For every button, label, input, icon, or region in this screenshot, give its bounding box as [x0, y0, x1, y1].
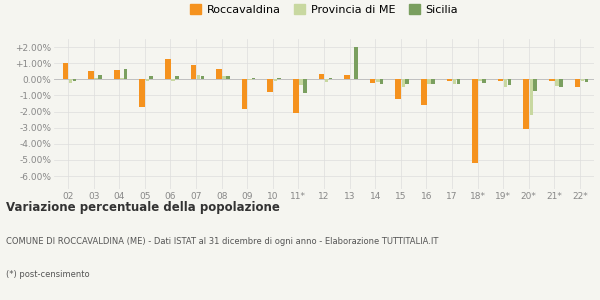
Bar — [559, 79, 563, 87]
Bar — [124, 69, 127, 79]
Bar — [575, 79, 580, 87]
Bar — [88, 71, 94, 79]
Bar — [268, 79, 273, 92]
Bar — [293, 79, 299, 113]
Bar — [73, 79, 76, 81]
Bar — [216, 69, 222, 79]
Bar — [457, 79, 460, 84]
Bar — [523, 79, 529, 129]
Bar — [530, 79, 533, 115]
Bar — [498, 79, 503, 81]
Text: (*) post-censimento: (*) post-censimento — [6, 270, 89, 279]
Bar — [555, 79, 559, 86]
Bar — [303, 79, 307, 93]
Bar — [197, 75, 200, 79]
Bar — [453, 79, 457, 84]
Bar — [139, 79, 145, 107]
Text: Variazione percentuale della popolazione: Variazione percentuale della popolazione — [6, 201, 280, 214]
Bar — [171, 79, 175, 81]
Bar — [223, 76, 226, 79]
Bar — [200, 76, 204, 79]
Bar — [120, 78, 124, 79]
Bar — [146, 79, 149, 81]
Bar — [376, 79, 380, 82]
Bar — [472, 79, 478, 163]
Bar — [319, 74, 324, 79]
Legend: Roccavaldina, Provincia di ME, Sicilia: Roccavaldina, Provincia di ME, Sicilia — [185, 0, 463, 19]
Bar — [299, 79, 303, 85]
Bar — [325, 79, 328, 82]
Bar — [584, 79, 588, 82]
Bar — [149, 76, 153, 79]
Text: COMUNE DI ROCCAVALDINA (ME) - Dati ISTAT al 31 dicembre di ogni anno - Elaborazi: COMUNE DI ROCCAVALDINA (ME) - Dati ISTAT… — [6, 237, 439, 246]
Bar — [226, 76, 230, 79]
Bar — [401, 79, 405, 87]
Bar — [248, 79, 251, 80]
Bar — [191, 65, 196, 79]
Bar — [421, 79, 427, 105]
Bar — [354, 47, 358, 79]
Bar — [165, 59, 171, 79]
Bar — [344, 75, 350, 79]
Bar — [508, 79, 511, 85]
Bar — [274, 79, 277, 81]
Bar — [94, 78, 98, 79]
Bar — [252, 78, 256, 79]
Bar — [549, 79, 554, 81]
Bar — [98, 75, 102, 79]
Bar — [581, 79, 584, 81]
Bar — [533, 79, 537, 91]
Bar — [482, 79, 486, 83]
Bar — [380, 79, 383, 84]
Bar — [431, 79, 434, 84]
Bar — [175, 76, 179, 79]
Bar — [395, 79, 401, 99]
Bar — [446, 79, 452, 81]
Bar — [63, 63, 68, 79]
Bar — [406, 79, 409, 84]
Bar — [277, 78, 281, 79]
Bar — [69, 79, 73, 82]
Bar — [504, 79, 508, 87]
Bar — [242, 79, 247, 109]
Bar — [478, 79, 482, 81]
Bar — [427, 79, 431, 84]
Bar — [329, 78, 332, 79]
Bar — [114, 70, 119, 79]
Bar — [370, 79, 376, 83]
